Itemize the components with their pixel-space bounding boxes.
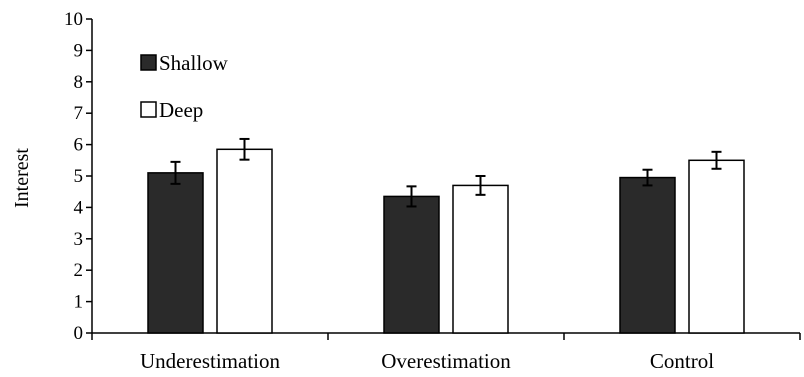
legend: Shallow Deep: [140, 51, 229, 122]
legend-label-deep: Deep: [159, 98, 203, 122]
y-tick-label: 4: [74, 197, 84, 218]
y-axis: 0 1 2 3 4 5 6 7 8 9 10: [64, 9, 93, 344]
y-axis-title: Interest: [11, 148, 33, 208]
bar-shallow: [147, 172, 204, 334]
legend-label-shallow: Shallow: [159, 51, 229, 75]
bar-deep: [452, 184, 509, 334]
x-category-label: Control: [650, 349, 714, 373]
x-category-label: Overestimation: [381, 349, 511, 373]
bar-deep: [216, 148, 273, 334]
y-tick-label: 7: [74, 103, 84, 124]
legend-swatch-deep: [140, 101, 157, 118]
x-category-label: Underestimation: [140, 349, 280, 373]
x-axis: Underestimation Overestimation Control: [91, 332, 801, 373]
error-bars: [170, 137, 722, 208]
bar-shallow: [383, 195, 440, 334]
y-tick-label: 6: [74, 135, 84, 156]
bar-deep: [688, 159, 745, 334]
y-tick-label: 8: [74, 72, 84, 93]
y-tick-label: 2: [74, 260, 84, 281]
y-tick-label: 10: [64, 9, 83, 30]
y-tick-label: 5: [74, 166, 84, 187]
y-tick-label: 1: [74, 292, 84, 313]
bars: [147, 148, 745, 334]
y-tick-label: 3: [74, 229, 84, 250]
bar-shallow: [619, 176, 676, 334]
y-tick-label: 0: [74, 323, 84, 344]
y-tick-label: 9: [74, 40, 84, 61]
legend-swatch-shallow: [140, 54, 157, 71]
